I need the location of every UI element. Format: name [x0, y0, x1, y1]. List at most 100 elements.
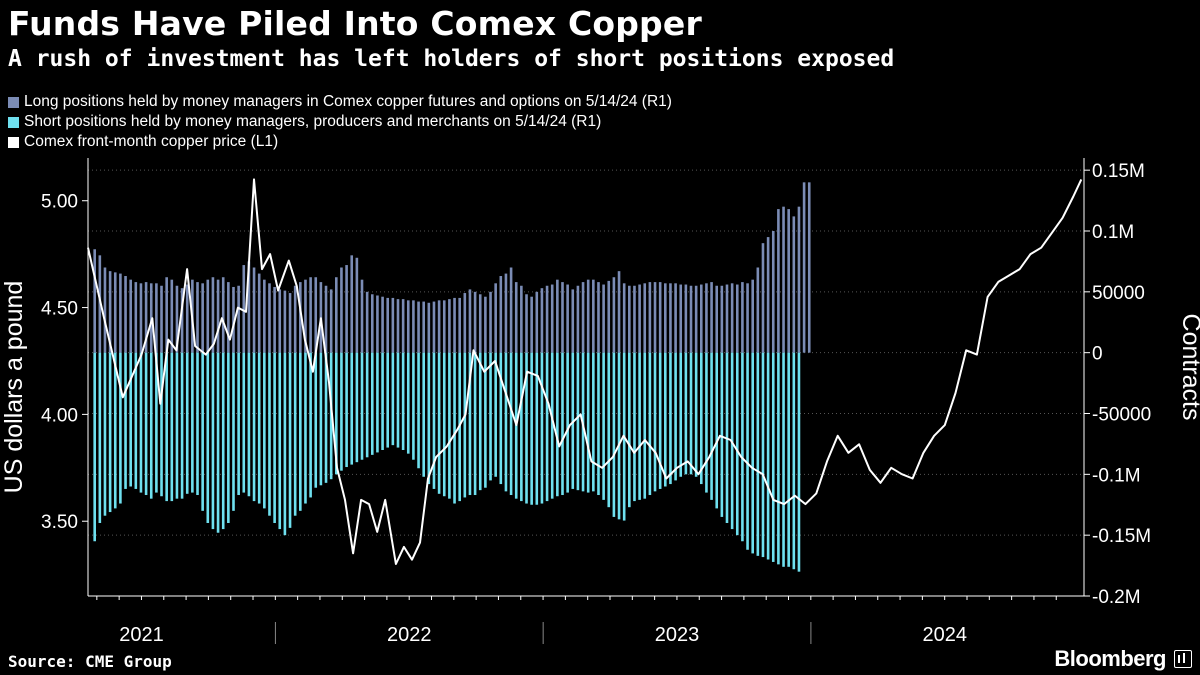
long-bar: [679, 284, 683, 353]
legend-item-short: Short positions held by money managers, …: [8, 112, 672, 132]
long-bar: [576, 285, 580, 353]
long-bar: [273, 286, 276, 353]
short-bar: [689, 352, 693, 475]
long-bar: [376, 295, 379, 353]
short-bar: [432, 352, 436, 489]
short-bar: [170, 352, 174, 502]
short-bar: [304, 352, 307, 504]
short-bar: [561, 352, 564, 496]
long-bar: [777, 209, 780, 353]
short-bar: [628, 352, 631, 508]
long-bar: [288, 293, 292, 353]
short-bar: [206, 352, 210, 523]
right-tick-label: -0.15M: [1092, 526, 1151, 547]
short-bar: [160, 352, 163, 497]
long-bar: [221, 277, 225, 353]
long-bar: [566, 284, 569, 353]
short-bar: [766, 352, 770, 560]
long-bar: [468, 289, 472, 353]
short-bar: [566, 352, 569, 493]
short-bar: [535, 352, 539, 505]
short-bar: [746, 352, 749, 550]
short-bar: [242, 352, 246, 493]
left-tick-label: 5.00: [41, 192, 78, 213]
short-bar: [545, 352, 549, 502]
short-bar: [658, 352, 662, 489]
long-bar: [144, 282, 148, 353]
short-bar: [324, 352, 328, 483]
source-note: Source: CME Group: [8, 652, 172, 671]
short-bar: [201, 352, 204, 511]
short-bar: [751, 352, 754, 554]
long-bar: [216, 279, 220, 353]
long-bar: [355, 257, 359, 353]
short-bar: [669, 352, 672, 485]
long-bar: [648, 282, 652, 353]
short-bar: [504, 352, 508, 492]
short-bar: [720, 352, 724, 517]
short-bar: [422, 352, 425, 477]
short-bar: [612, 352, 616, 517]
long-bar: [504, 273, 508, 353]
year-label: 2023: [655, 624, 700, 646]
short-bar: [283, 352, 287, 536]
short-bar: [175, 352, 179, 499]
short-bar: [489, 352, 492, 481]
long-bar: [103, 267, 107, 353]
right-tick-label: 0.15M: [1092, 161, 1145, 182]
short-bar: [463, 352, 467, 498]
long-bar: [304, 279, 307, 353]
short-bar: [761, 352, 765, 558]
long-bar: [108, 271, 112, 353]
long-bar: [139, 283, 143, 353]
long-bar: [628, 285, 631, 353]
long-bar: [699, 284, 703, 353]
long-bar: [643, 283, 647, 353]
long-bar: [545, 285, 549, 353]
right-tick-label: -0.1M: [1092, 465, 1141, 486]
long-bar: [422, 301, 425, 353]
short-bar: [345, 352, 348, 468]
short-bar: [664, 352, 667, 487]
long-bar: [766, 237, 770, 353]
long-bar: [242, 265, 246, 353]
long-bar: [489, 291, 492, 353]
short-bar: [412, 352, 415, 460]
short-bar: [93, 352, 96, 542]
short-bar: [633, 352, 636, 502]
legend-swatch-price: [8, 136, 19, 148]
left-tick-label: 4.00: [41, 405, 78, 426]
price-line: [87, 178, 1083, 565]
short-bar: [103, 352, 107, 516]
long-bar: [617, 271, 621, 353]
long-bar: [268, 283, 271, 353]
short-bar: [586, 352, 590, 493]
long-bar: [252, 267, 256, 353]
long-bar: [494, 283, 497, 353]
chart-subtitle: A rush of investment has left holders of…: [8, 46, 895, 72]
legend-label-short: Short positions held by money managers, …: [24, 113, 602, 130]
long-bar: [607, 280, 611, 353]
long-bar: [550, 284, 554, 353]
long-bar: [771, 231, 775, 353]
long-bar: [802, 182, 806, 353]
long-bar: [694, 285, 698, 353]
long-bar: [93, 249, 96, 353]
short-bar: [129, 352, 132, 487]
short-bar: [782, 352, 785, 567]
long-bar: [674, 283, 677, 353]
short-bar: [556, 352, 559, 497]
right-tick-label: -0.2M: [1092, 587, 1141, 608]
long-bar: [535, 291, 539, 353]
long-bar: [730, 283, 734, 353]
year-label: 2021: [119, 624, 164, 646]
long-bar: [283, 290, 287, 353]
short-bar: [648, 352, 652, 496]
year-label: 2022: [387, 624, 432, 646]
short-bar: [396, 352, 400, 448]
short-bar: [442, 352, 446, 497]
long-bar: [442, 300, 446, 353]
short-bar: [108, 352, 112, 513]
short-bar: [309, 352, 312, 498]
chart-title: Funds Have Piled Into Comex Copper: [8, 4, 702, 43]
